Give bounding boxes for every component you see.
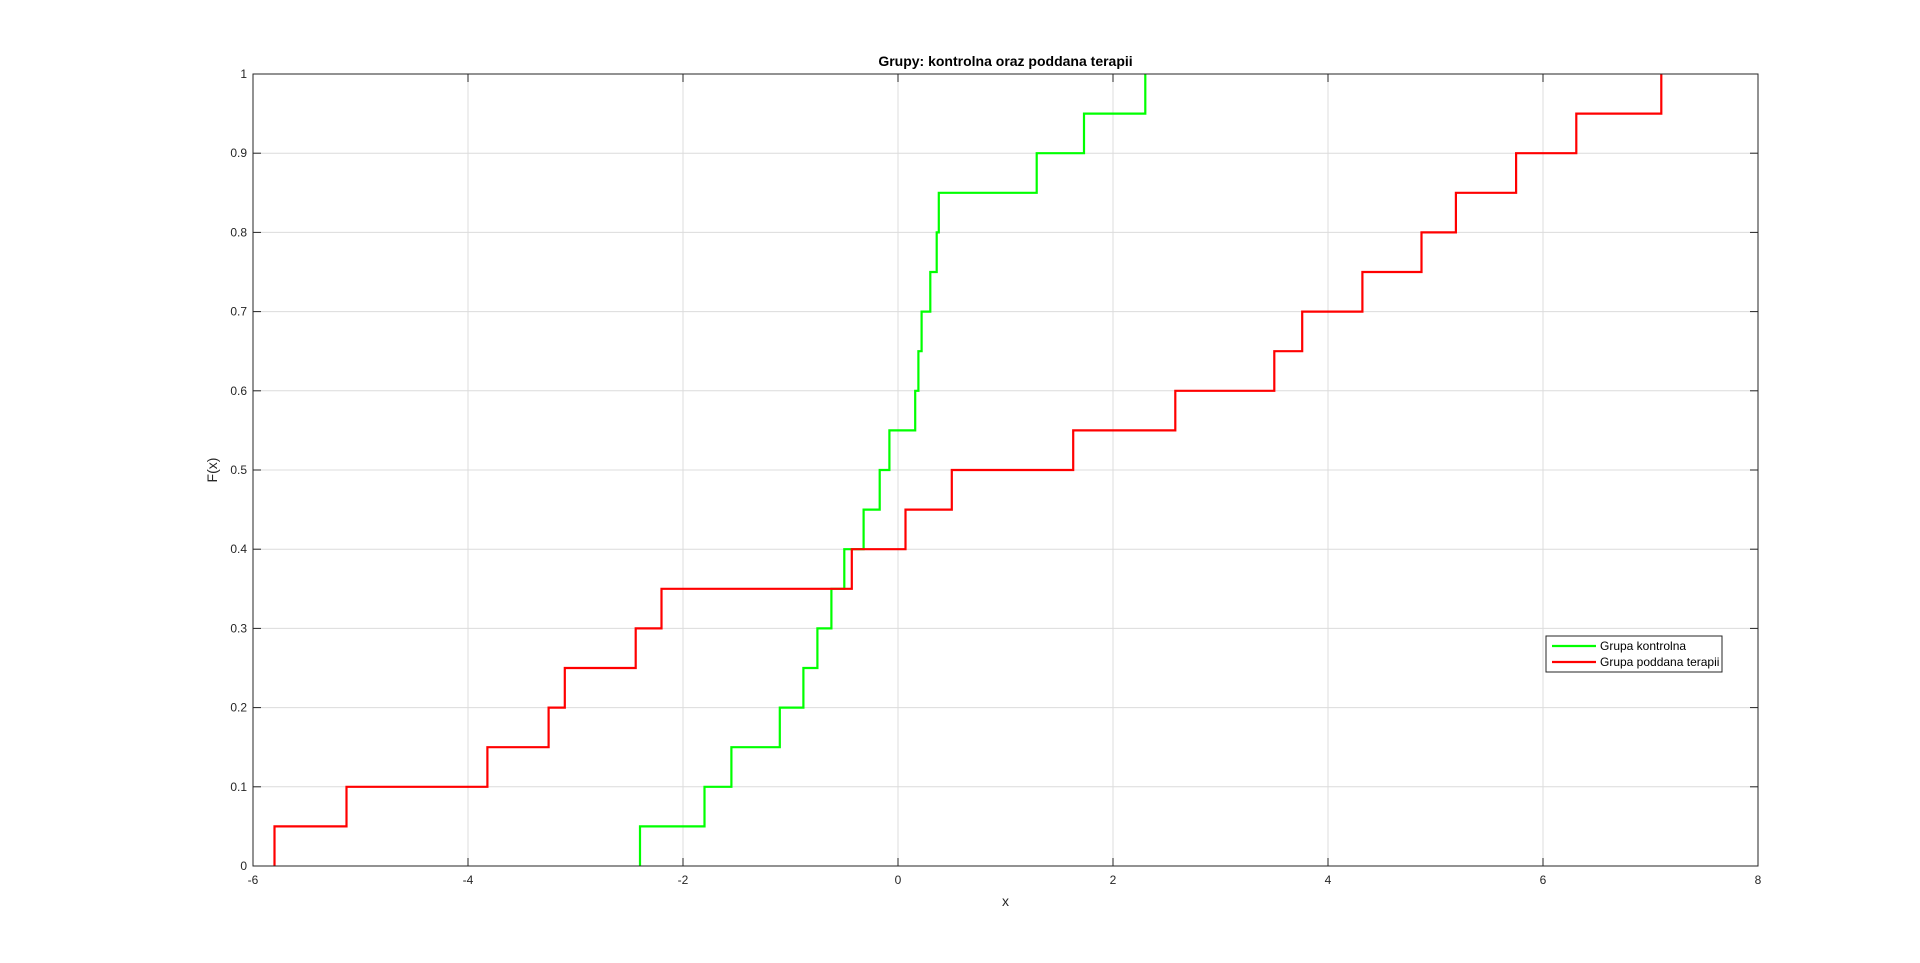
series-line-0 <box>638 74 1147 866</box>
x-tick-label: 2 <box>1110 873 1117 887</box>
x-tick-label: -2 <box>678 873 689 887</box>
x-tick-label: 6 <box>1540 873 1547 887</box>
y-tick-label: 1 <box>240 67 247 81</box>
y-tick-label: 0.4 <box>230 542 247 556</box>
series-line-1 <box>273 74 1663 866</box>
y-tick-label: 0.1 <box>230 780 247 794</box>
x-tick-label: 4 <box>1325 873 1332 887</box>
legend: Grupa kontrolna Grupa poddana terapii <box>1545 635 1723 673</box>
x-axis-label: x <box>1002 893 1009 909</box>
y-tick-label: 0.8 <box>230 225 247 239</box>
y-tick-label: 0.2 <box>230 701 247 715</box>
y-tick-label: 0.6 <box>230 384 247 398</box>
legend-label: Grupa kontrolna <box>1600 639 1686 653</box>
series-layer <box>273 74 1663 866</box>
x-tick-label: -4 <box>463 873 474 887</box>
ticks: -6 -4 -2 0 2 4 6 8 0 0.1 0.2 0.3 0.4 0.5 0.6 0.7 0.8 0.9 1 <box>230 67 1761 887</box>
chart-title: Grupy: kontrolna oraz poddana terapii <box>878 53 1132 69</box>
y-tick-label: 0.9 <box>230 146 247 160</box>
x-tick-label: 8 <box>1755 873 1762 887</box>
legend-box <box>1545 635 1723 673</box>
y-tick-label: 0.7 <box>230 305 247 319</box>
y-tick-label: 0.3 <box>230 621 247 635</box>
x-tick-label: 0 <box>895 873 902 887</box>
legend-label: Grupa poddana terapii <box>1600 655 1719 669</box>
x-tick-label: -6 <box>248 873 259 887</box>
y-axis-label: F(x) <box>204 458 220 483</box>
y-tick-label: 0.5 <box>230 463 247 477</box>
y-tick-label: 0 <box>240 859 247 873</box>
